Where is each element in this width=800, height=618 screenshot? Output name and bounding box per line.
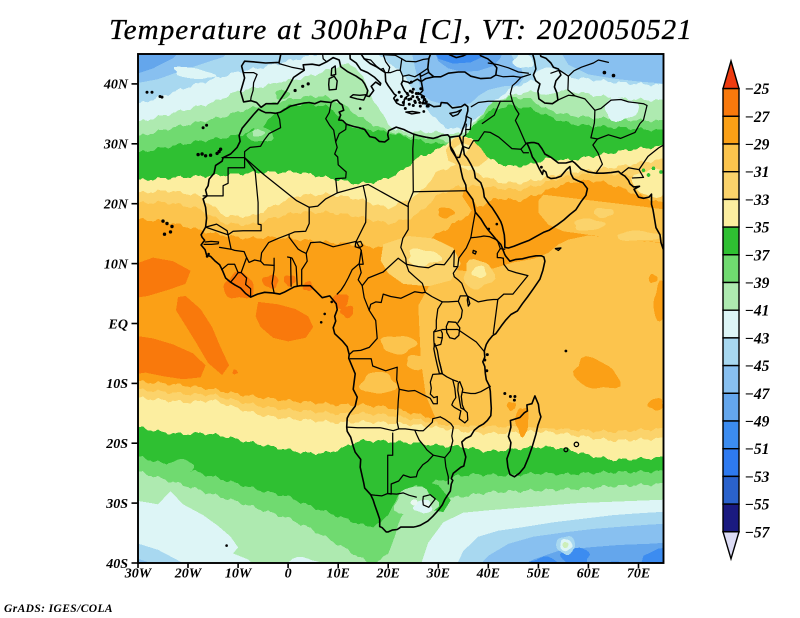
- svg-text:−41: −41: [745, 303, 770, 320]
- svg-text:30E: 30E: [426, 567, 450, 582]
- svg-text:−57: −57: [745, 524, 771, 541]
- svg-text:−43: −43: [745, 330, 770, 347]
- svg-text:30W: 30W: [124, 567, 153, 582]
- svg-text:−45: −45: [745, 358, 770, 375]
- svg-text:GrADS: IGES/COLA: GrADS: IGES/COLA: [4, 603, 113, 615]
- svg-text:60E: 60E: [577, 567, 600, 582]
- svg-text:50E: 50E: [527, 567, 550, 582]
- svg-text:20N: 20N: [103, 198, 129, 213]
- svg-text:−39: −39: [745, 275, 770, 292]
- svg-text:−35: −35: [745, 220, 770, 237]
- svg-text:40S: 40S: [105, 557, 128, 572]
- svg-text:10E: 10E: [327, 567, 350, 582]
- svg-text:−49: −49: [745, 414, 770, 431]
- svg-text:−29: −29: [745, 137, 770, 154]
- svg-text:30N: 30N: [103, 138, 129, 153]
- svg-text:20S: 20S: [105, 437, 128, 452]
- svg-text:−33: −33: [745, 192, 770, 209]
- svg-text:40N: 40N: [103, 78, 129, 93]
- svg-text:Temperature at 300hPa [C],: Temperature at 300hPa [C], VT: 202005052…: [109, 14, 693, 46]
- svg-text:10S: 10S: [106, 377, 128, 392]
- svg-text:−37: −37: [745, 247, 771, 264]
- svg-text:−31: −31: [745, 164, 770, 181]
- svg-text:0: 0: [285, 567, 292, 582]
- svg-text:10W: 10W: [225, 567, 253, 582]
- svg-text:−55: −55: [745, 497, 770, 514]
- svg-text:20E: 20E: [376, 567, 400, 582]
- svg-text:20W: 20W: [174, 567, 203, 582]
- svg-text:40E: 40E: [476, 567, 500, 582]
- svg-text:EQ: EQ: [108, 317, 128, 332]
- svg-text:30S: 30S: [105, 497, 128, 512]
- svg-text:70E: 70E: [627, 567, 650, 582]
- svg-text:−51: −51: [745, 441, 770, 458]
- svg-text:10N: 10N: [104, 257, 129, 272]
- svg-text:−27: −27: [745, 109, 771, 126]
- svg-text:−53: −53: [745, 469, 770, 486]
- svg-text:−47: −47: [745, 386, 771, 403]
- svg-text:−25: −25: [745, 81, 770, 98]
